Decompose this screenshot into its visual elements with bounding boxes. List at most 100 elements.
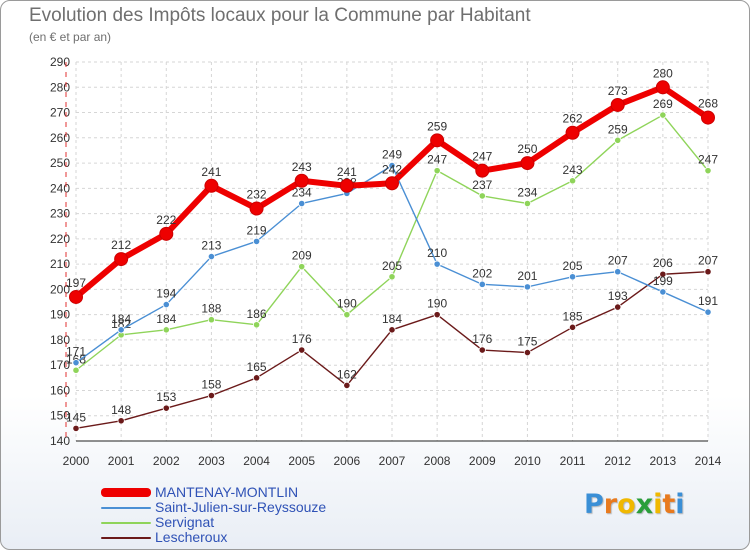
data-label: 247 — [427, 153, 447, 167]
data-point — [568, 273, 577, 281]
data-label: 153 — [156, 390, 176, 404]
data-point — [523, 348, 532, 357]
plot-area — [76, 62, 708, 441]
x-tick-label: 2002 — [153, 454, 180, 468]
data-point — [72, 424, 80, 432]
data-point — [294, 173, 309, 188]
data-point — [659, 270, 667, 278]
data-point — [565, 125, 580, 140]
data-point — [204, 178, 219, 193]
data-label: 234 — [517, 185, 537, 199]
data-label: 247 — [698, 153, 718, 167]
y-tick-label: 260 — [50, 131, 70, 145]
data-point — [114, 252, 129, 267]
data-point — [655, 80, 670, 95]
chart-title: Evolution des Impôts locaux pour la Comm… — [29, 5, 531, 26]
data-point — [162, 300, 170, 309]
data-point — [72, 359, 80, 367]
x-tick-label: 2003 — [198, 454, 225, 468]
legend-item: Saint-Julien-sur-Reyssouze — [101, 500, 326, 515]
data-point — [343, 311, 351, 319]
x-tick-label: 2013 — [650, 454, 677, 468]
logo-letter: i — [653, 489, 663, 520]
data-label: 175 — [517, 335, 537, 349]
data-point — [159, 226, 174, 241]
y-tick-label: 230 — [50, 207, 70, 221]
data-label: 185 — [563, 309, 583, 323]
logo-letter: x — [635, 489, 654, 520]
y-tick-label: 290 — [50, 55, 70, 69]
data-point — [117, 326, 125, 334]
data-label: 250 — [517, 142, 537, 156]
data-point — [704, 308, 712, 316]
legend-swatch — [101, 536, 151, 539]
data-label: 202 — [472, 266, 492, 280]
data-label: 212 — [111, 238, 131, 252]
data-point — [568, 323, 577, 331]
data-point — [388, 273, 396, 281]
data-point — [478, 280, 486, 288]
data-point — [433, 260, 441, 268]
data-label: 241 — [337, 165, 357, 179]
data-label: 190 — [427, 297, 447, 311]
data-point — [659, 288, 667, 296]
data-label: 213 — [201, 239, 221, 253]
data-label: 201 — [517, 269, 537, 283]
data-label: 193 — [608, 289, 628, 303]
y-tick-label: 240 — [50, 181, 70, 195]
data-point — [207, 391, 216, 400]
data-label: 184 — [111, 312, 131, 326]
data-point — [568, 177, 577, 185]
data-point — [252, 374, 261, 382]
data-label: 186 — [247, 307, 267, 321]
data-label: 273 — [608, 84, 628, 98]
data-label: 268 — [698, 97, 718, 111]
data-point — [249, 201, 264, 216]
x-tick-label: 2000 — [63, 454, 90, 468]
data-point — [610, 97, 625, 112]
data-point — [207, 252, 216, 261]
data-point — [430, 133, 445, 148]
data-point — [614, 136, 622, 144]
data-label: 232 — [247, 188, 267, 202]
y-tick-label: 210 — [50, 257, 70, 271]
x-tick-label: 2004 — [243, 454, 270, 468]
data-label: 209 — [292, 249, 312, 263]
data-label: 210 — [427, 246, 447, 260]
data-point — [704, 167, 712, 175]
data-point — [614, 268, 622, 276]
data-label: 249 — [382, 148, 402, 162]
x-tick-label: 2006 — [334, 454, 361, 468]
data-label: 184 — [382, 312, 402, 326]
data-label: 205 — [382, 259, 402, 273]
logo-letter: o — [617, 489, 636, 520]
data-label: 205 — [563, 259, 583, 273]
data-label: 269 — [653, 97, 673, 111]
data-label: 207 — [698, 254, 718, 268]
data-label: 207 — [608, 254, 628, 268]
data-label: 243 — [292, 160, 312, 174]
legend-label: Servignat — [155, 514, 215, 530]
data-label: 194 — [156, 287, 176, 301]
y-tick-label: 160 — [50, 383, 70, 397]
data-point — [478, 346, 486, 354]
x-tick-label: 2007 — [379, 454, 406, 468]
data-label: 162 — [337, 367, 357, 381]
y-tick-label: 220 — [50, 232, 70, 246]
data-label: 219 — [247, 223, 267, 237]
data-point — [117, 417, 125, 425]
x-tick-label: 2005 — [288, 454, 315, 468]
data-label: 158 — [201, 378, 221, 392]
y-tick-label: 280 — [50, 80, 70, 94]
data-label: 165 — [247, 360, 267, 374]
data-label: 242 — [382, 162, 402, 176]
x-tick-label: 2001 — [108, 454, 135, 468]
data-label: 190 — [337, 297, 357, 311]
data-point — [252, 321, 261, 329]
data-label: 243 — [563, 163, 583, 177]
logo-letter: t — [662, 489, 676, 520]
legend-swatch — [101, 521, 151, 524]
data-label: 197 — [66, 276, 86, 290]
